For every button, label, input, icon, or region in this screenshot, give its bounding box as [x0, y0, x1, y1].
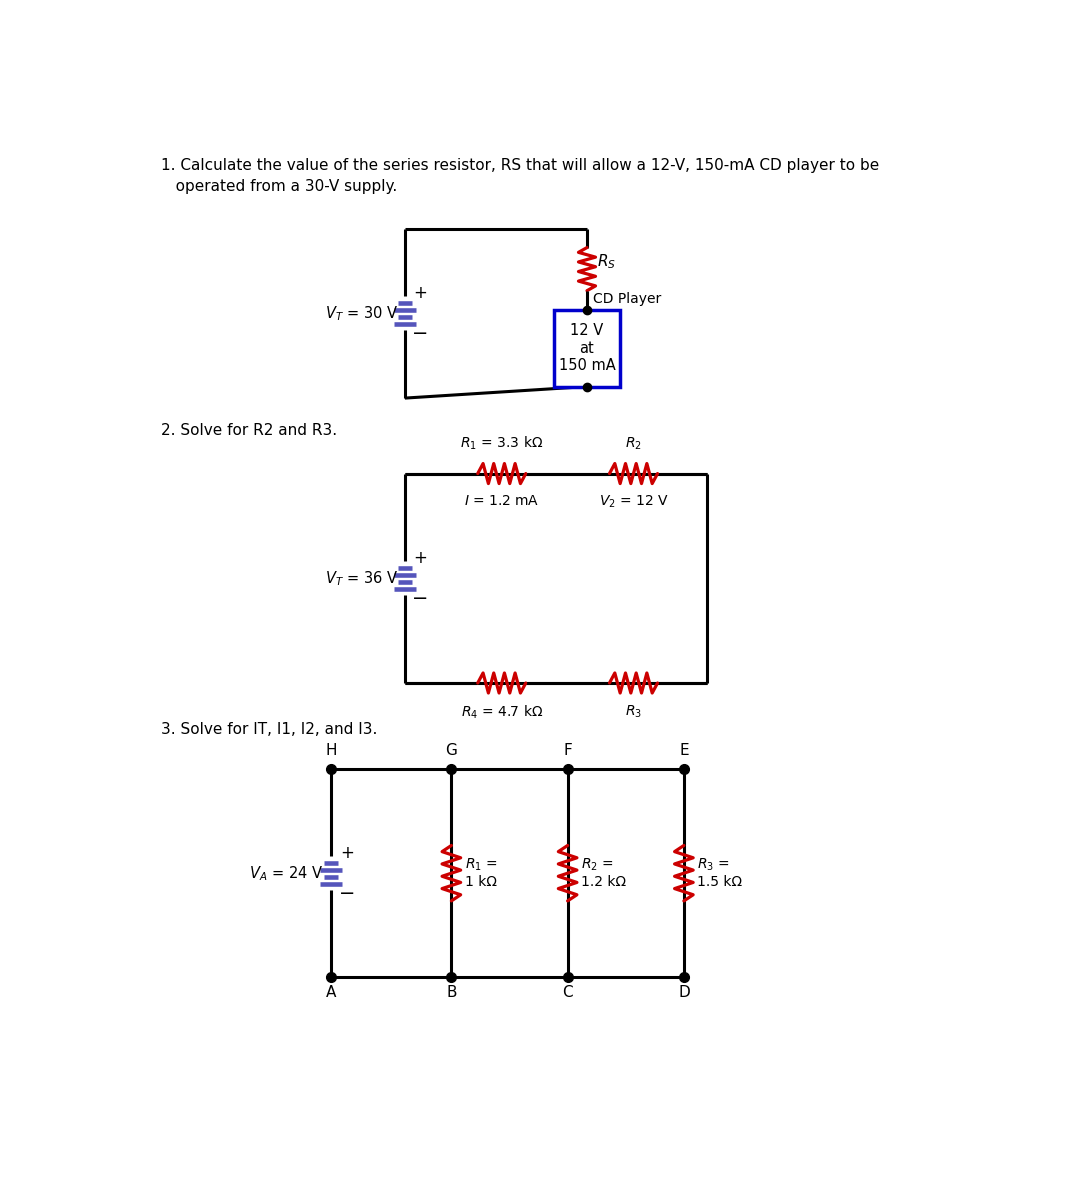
Text: A: A: [326, 985, 337, 1000]
Text: 2. Solve for R2 and R3.: 2. Solve for R2 and R3.: [160, 422, 337, 438]
Text: 3. Solve for IT, I1, I2, and I3.: 3. Solve for IT, I1, I2, and I3.: [160, 721, 377, 737]
Text: +: +: [414, 550, 428, 568]
Text: +: +: [340, 844, 354, 862]
Text: $R_1$ = 3.3 kΩ: $R_1$ = 3.3 kΩ: [460, 434, 543, 452]
Text: F: F: [563, 744, 572, 758]
Text: $V_A$ = 24 V: $V_A$ = 24 V: [249, 864, 324, 882]
Text: −: −: [413, 589, 429, 607]
Text: $R_4$ = 4.7 kΩ: $R_4$ = 4.7 kΩ: [461, 703, 543, 721]
Text: $R_S$: $R_S$: [598, 252, 616, 271]
Text: G: G: [446, 744, 458, 758]
Text: $R_3$: $R_3$: [625, 703, 642, 720]
Text: +: +: [414, 284, 428, 302]
Text: $V_T$ = 30 V: $V_T$ = 30 V: [325, 304, 399, 323]
Text: H: H: [325, 744, 337, 758]
Text: CD Player: CD Player: [593, 292, 662, 306]
Text: $R_3$ =
1.5 kΩ: $R_3$ = 1.5 kΩ: [697, 857, 742, 889]
Text: E: E: [679, 744, 688, 758]
Text: 12 V
at
150 mA: 12 V at 150 mA: [559, 323, 616, 373]
Text: $R_2$: $R_2$: [625, 436, 641, 452]
Text: D: D: [678, 985, 690, 1000]
Text: $R_2$ =
1.2 kΩ: $R_2$ = 1.2 kΩ: [580, 857, 626, 889]
Text: −: −: [339, 883, 355, 902]
Text: $R_1$ =
1 kΩ: $R_1$ = 1 kΩ: [465, 857, 497, 889]
Text: B: B: [446, 985, 456, 1000]
Text: $I$ = 1.2 mA: $I$ = 1.2 mA: [464, 493, 540, 508]
Text: −: −: [413, 324, 429, 343]
Text: 1. Calculate the value of the series resistor, RS that will allow a 12-V, 150-mA: 1. Calculate the value of the series res…: [160, 158, 879, 173]
Text: operated from a 30-V supply.: operated from a 30-V supply.: [160, 179, 397, 193]
Text: $V_T$ = 36 V: $V_T$ = 36 V: [325, 569, 399, 588]
Text: C: C: [562, 985, 573, 1000]
Text: $V_2$ = 12 V: $V_2$ = 12 V: [599, 493, 668, 510]
FancyBboxPatch shape: [554, 310, 620, 386]
